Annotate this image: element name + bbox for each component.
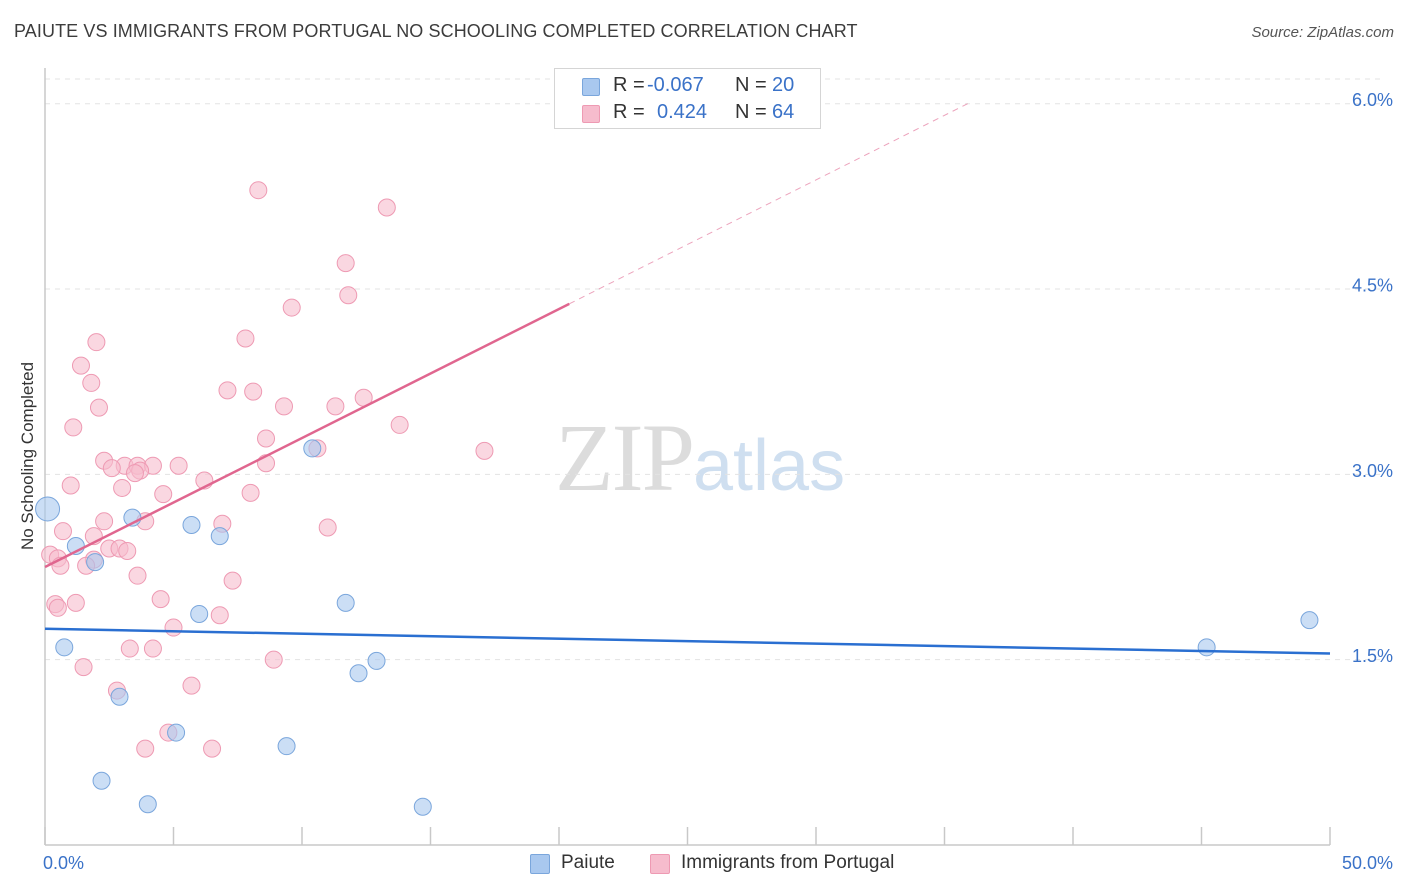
data-point-portugal	[136, 739, 155, 758]
data-point-portugal	[390, 415, 409, 434]
data-point-portugal	[377, 198, 396, 217]
legend-n-value: 20	[772, 74, 795, 96]
data-point-portugal	[264, 650, 283, 669]
data-point-paiute	[1197, 638, 1216, 657]
x-tick-label: 50.0%	[1342, 853, 1393, 873]
data-point-paiute	[336, 593, 355, 612]
data-point-portugal	[125, 464, 144, 483]
data-point-paiute	[110, 687, 129, 706]
data-point-portugal	[71, 356, 90, 375]
data-point-paiute	[349, 664, 368, 683]
data-point-paiute	[277, 737, 296, 756]
data-point-portugal	[475, 441, 494, 460]
data-point-paiute	[190, 604, 209, 623]
legend-r-label: R =	[613, 74, 645, 96]
data-point-portugal	[102, 459, 121, 478]
data-point-portugal	[218, 381, 237, 400]
chart-title: PAIUTE VS IMMIGRANTS FROM PORTUGAL NO SC…	[14, 21, 858, 41]
data-point-portugal	[113, 478, 132, 497]
data-point-portugal	[169, 456, 188, 475]
data-point-paiute	[167, 723, 186, 742]
data-point-portugal	[241, 483, 260, 502]
data-point-portugal	[89, 398, 108, 417]
data-point-portugal	[257, 429, 276, 448]
trend-line-portugal-extension	[569, 103, 968, 305]
watermark-zip: ZIP	[555, 404, 695, 511]
data-point-paiute	[86, 553, 105, 572]
bottom-legend-swatch-portugal	[650, 854, 670, 874]
y-tick-label: 3.0%	[1352, 461, 1393, 481]
data-point-portugal	[143, 639, 162, 658]
legend-n-label: N =	[735, 74, 767, 96]
data-point-paiute	[182, 516, 201, 535]
watermark-atlas: atlas	[693, 426, 846, 506]
data-point-paiute	[367, 651, 386, 670]
data-point-portugal	[282, 298, 301, 317]
data-point-portugal	[203, 739, 222, 758]
data-point-portugal	[154, 485, 173, 504]
legend-n-value: 64	[772, 101, 795, 123]
watermark: ZIPatlas	[555, 402, 845, 513]
y-tick-label: 1.5%	[1352, 646, 1393, 666]
trend-line-paiute	[44, 627, 1331, 655]
data-point-portugal	[223, 571, 242, 590]
correlation-legend: R = -0.067 N = 20 R = 0.424 N = 64	[554, 68, 821, 129]
legend-n-label: N =	[735, 101, 767, 123]
data-point-paiute	[303, 439, 322, 458]
data-point-portugal	[236, 329, 255, 348]
bottom-legend-label-portugal: Immigrants from Portugal	[681, 852, 895, 873]
data-point-portugal	[128, 566, 147, 585]
data-point-portugal	[64, 418, 83, 437]
data-point-portugal	[118, 541, 137, 560]
y-tick-label: 4.5%	[1352, 276, 1393, 296]
data-point-portugal	[244, 382, 263, 401]
source-credit: Source: ZipAtlas.com	[1251, 24, 1394, 41]
x-tick-label: 0.0%	[43, 853, 84, 873]
y-tick-label: 6.0%	[1352, 90, 1393, 110]
data-point-portugal	[48, 598, 67, 617]
bottom-legend-swatch-paiute	[530, 854, 550, 874]
data-point-portugal	[120, 639, 139, 658]
data-point-paiute	[210, 527, 229, 546]
data-point-paiute	[1300, 611, 1319, 630]
data-point-portugal	[53, 522, 72, 541]
data-point-paiute	[55, 638, 74, 657]
legend-r-value: -0.067	[647, 74, 704, 96]
data-point-portugal	[249, 181, 268, 200]
legend-swatch-paiute	[582, 78, 600, 96]
data-point-portugal	[164, 618, 183, 637]
data-point-portugal	[87, 333, 106, 352]
data-point-portugal	[61, 476, 80, 495]
data-point-portugal	[210, 606, 229, 625]
data-point-portugal	[318, 518, 337, 537]
data-point-portugal	[339, 286, 358, 305]
legend-r-value: 0.424	[657, 101, 708, 123]
data-point-portugal	[326, 397, 345, 416]
data-point-paiute	[92, 771, 111, 790]
data-point-portugal	[66, 593, 85, 612]
data-point-portugal	[95, 512, 114, 531]
data-point-portugal	[275, 397, 294, 416]
data-point-paiute	[413, 797, 432, 816]
data-point-portugal	[74, 658, 93, 677]
legend-swatch-portugal	[582, 105, 600, 123]
data-point-portugal	[336, 254, 355, 273]
data-point-paiute	[35, 496, 61, 522]
data-point-portugal	[182, 676, 201, 695]
legend-r-label: R =	[613, 101, 645, 123]
bottom-legend-label-paiute: Paiute	[561, 852, 615, 873]
data-point-portugal	[151, 590, 170, 609]
trend-line-portugal	[44, 302, 570, 569]
data-point-paiute	[138, 795, 157, 814]
data-point-portugal	[82, 373, 101, 392]
